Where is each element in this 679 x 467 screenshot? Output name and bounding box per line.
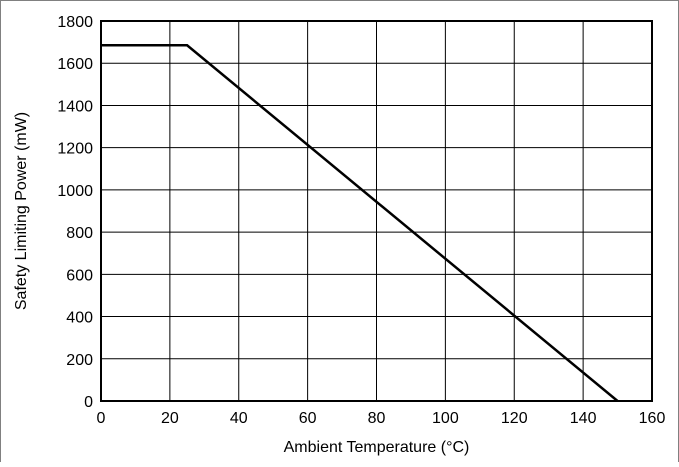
x-tick-label: 0 <box>97 410 106 427</box>
y-tick-labels: 0 200 400 600 800 1000 1200 1400 1600 1800 <box>57 14 93 411</box>
y-tick-label: 1000 <box>57 183 93 200</box>
data-series <box>101 44 619 402</box>
x-axis-label: Ambient Temperature (°C) <box>284 439 470 456</box>
grid-lines <box>101 21 652 401</box>
y-tick-label: 400 <box>66 310 93 327</box>
y-tick-label: 1800 <box>57 14 93 31</box>
y-tick-label: 1200 <box>57 141 93 158</box>
y-tick-label: 1600 <box>57 56 93 73</box>
x-tick-labels: 0 20 40 60 80 100 120 140 160 <box>97 410 666 427</box>
y-tick-label: 200 <box>66 352 93 369</box>
x-tick-label: 100 <box>432 410 459 427</box>
x-tick-label: 20 <box>161 410 179 427</box>
x-tick-label: 160 <box>639 410 666 427</box>
y-tick-label: 1400 <box>57 98 93 115</box>
x-tick-label: 80 <box>368 410 386 427</box>
y-axis-label: Safety Limiting Power (mW) <box>13 112 30 310</box>
x-tick-label: 60 <box>299 410 317 427</box>
y-tick-label: 600 <box>66 267 93 284</box>
y-tick-label: 0 <box>84 394 93 411</box>
x-tick-label: 120 <box>501 410 528 427</box>
x-tick-label: 40 <box>230 410 248 427</box>
plot-area-border <box>100 20 653 402</box>
x-tick-label: 140 <box>570 410 597 427</box>
y-tick-label: 800 <box>66 225 93 242</box>
series-line <box>101 44 619 402</box>
